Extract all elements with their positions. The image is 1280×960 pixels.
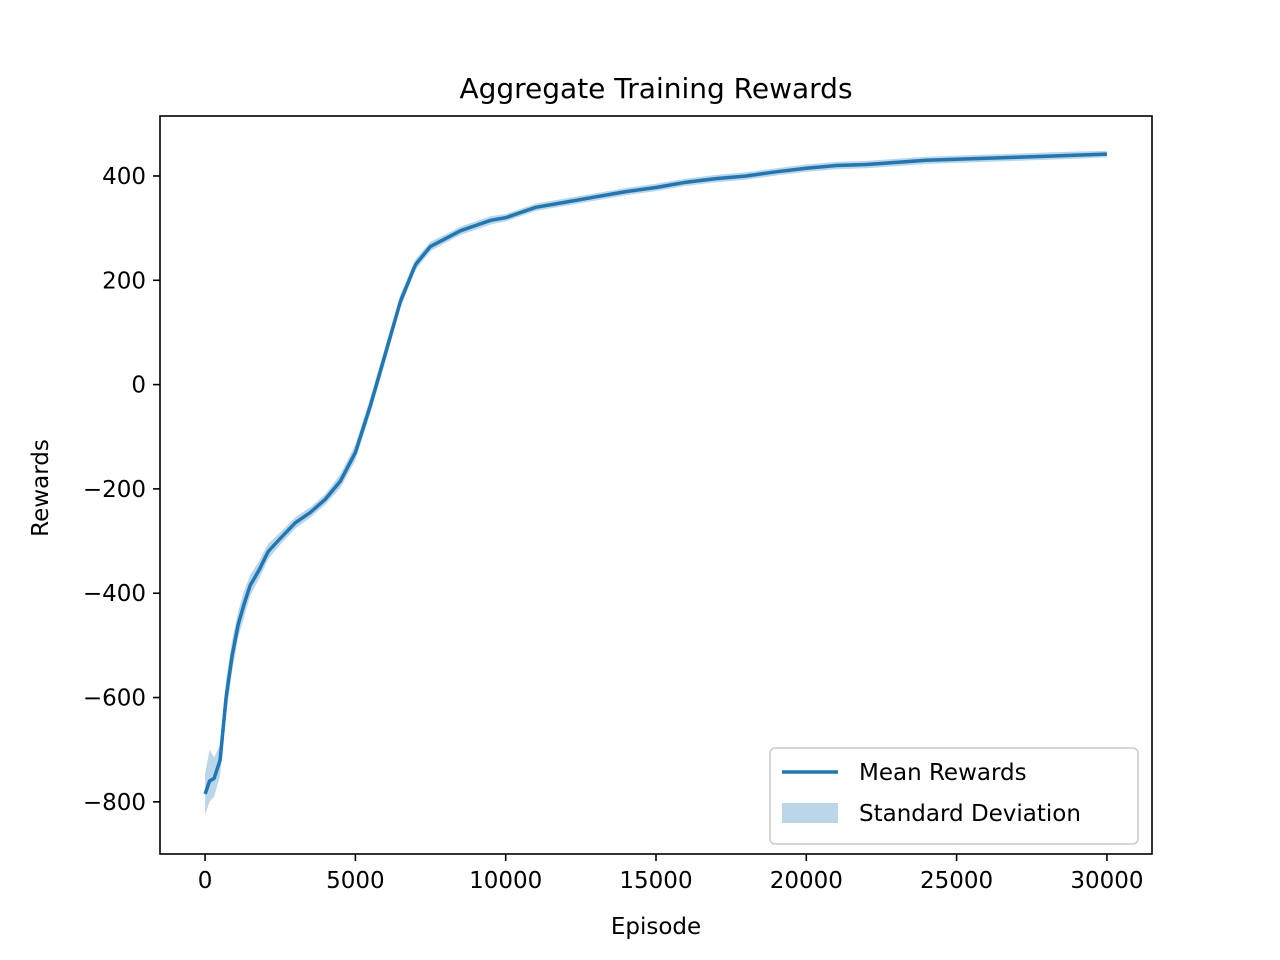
y-tick-label: 0 [131, 373, 146, 399]
y-axis-ticks: −800 −600 −400 −200 0 200 400 [83, 164, 160, 816]
y-tick-label: −400 [83, 581, 146, 607]
x-axis-ticks: 0 5000 10000 15000 20000 25000 30000 [198, 854, 1143, 894]
y-tick-label: −600 [83, 686, 146, 712]
y-axis-title: Rewards [28, 439, 54, 537]
legend-label-standard-deviation: Standard Deviation [859, 801, 1081, 827]
y-tick-label: 400 [102, 164, 146, 190]
legend-swatch-standard-deviation [782, 803, 838, 823]
x-tick-label: 30000 [1070, 868, 1143, 894]
x-tick-label: 5000 [326, 868, 385, 894]
x-axis-title: Episode [611, 914, 701, 940]
x-tick-label: 15000 [619, 868, 692, 894]
x-tick-label: 25000 [920, 868, 993, 894]
chart-title: Aggregate Training Rewards [459, 72, 852, 105]
legend-label-mean-rewards: Mean Rewards [859, 760, 1027, 786]
x-tick-label: 10000 [469, 868, 542, 894]
x-tick-label: 20000 [770, 868, 843, 894]
x-tick-label: 0 [198, 868, 213, 894]
y-tick-label: 200 [102, 268, 146, 294]
legend: Mean Rewards Standard Deviation [769, 747, 1139, 845]
y-tick-label: −800 [83, 790, 146, 816]
mean-line-layer [203, 152, 1107, 795]
mean-rewards-line [203, 152, 1107, 795]
y-tick-label: −200 [83, 477, 146, 503]
legend-box [769, 747, 1139, 845]
